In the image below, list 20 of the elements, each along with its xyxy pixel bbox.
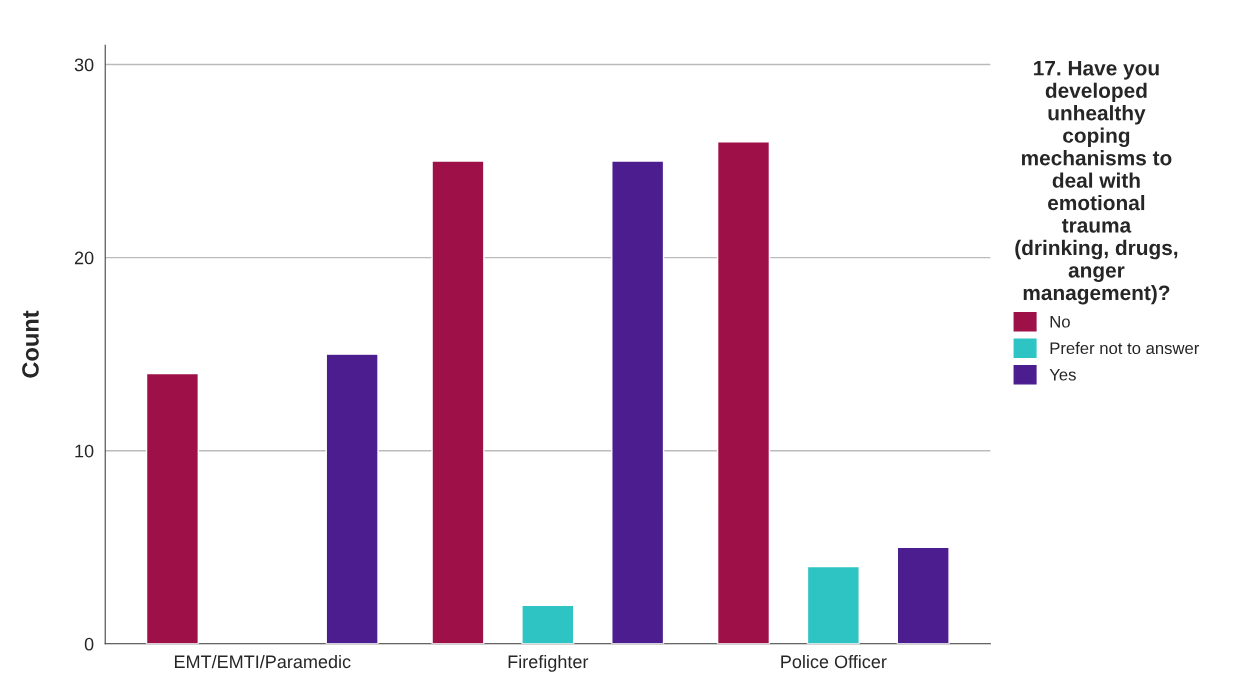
x-tick-label: EMT/EMTI/Paramedic — [174, 654, 351, 669]
legend-label: Yes — [1049, 368, 1076, 381]
y-tick-label: 10 — [75, 444, 94, 458]
bar — [716, 141, 771, 644]
legend-label: Prefer not to answer — [1050, 341, 1200, 355]
x-tick-label: Firefighter — [508, 654, 589, 672]
bar — [431, 160, 485, 644]
y-axis-title: Count — [22, 310, 39, 378]
bar — [521, 604, 575, 644]
bar — [611, 160, 665, 644]
x-tick-label: Police Officer — [781, 654, 887, 669]
text: 17. Have you developed unhealthy coping mechanisms to deal with emotional trauma (drinking, drugs, anger management)? — [1015, 61, 1178, 305]
y-tick-label: 30 — [74, 58, 94, 72]
bar — [145, 372, 200, 644]
bar — [896, 546, 950, 644]
legend-label: No — [1050, 315, 1070, 328]
bar — [806, 565, 860, 644]
y-tick-label: 0 — [84, 637, 94, 651]
y-tick-label: 20 — [74, 251, 94, 265]
bar — [325, 353, 379, 644]
